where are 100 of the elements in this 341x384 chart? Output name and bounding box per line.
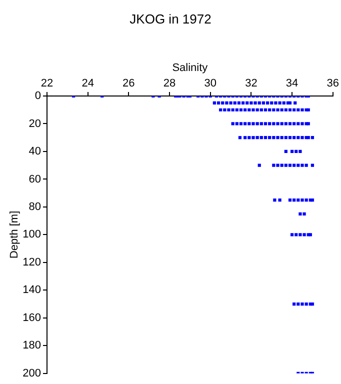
x-tick-label: 24 [82,77,94,90]
y-tick-label: 40 [28,146,41,158]
y-tick-label: 80 [28,200,41,213]
point [254,101,257,104]
point [290,150,294,154]
point [250,101,253,104]
point [260,136,263,140]
point [288,122,292,126]
point [252,136,255,140]
point [300,108,304,112]
point [235,122,238,126]
y-tick-label: 200 [22,367,41,380]
point [280,122,284,126]
y-tick-label: 160 [22,312,41,324]
point [256,122,259,126]
point [244,108,247,112]
point [276,136,280,140]
point [237,101,241,104]
point [280,108,284,112]
x-tick-label: 34 [286,77,298,90]
point [221,101,224,104]
point [284,108,288,112]
point [278,101,282,104]
point [300,164,304,167]
y-tick-label: 180 [22,340,41,352]
point [292,164,296,167]
point [246,101,249,104]
point [304,302,308,306]
point [268,122,272,126]
point [298,150,302,154]
x-tick-label: 30 [204,77,216,90]
point [239,122,243,126]
point [292,198,296,202]
point [219,108,222,112]
point [260,122,263,126]
point [288,164,292,167]
point [264,108,268,112]
point [310,164,314,167]
point [304,164,308,167]
point [252,122,255,126]
point [225,101,228,104]
point [302,212,306,216]
point [264,122,268,126]
point [300,136,304,140]
x-tick-label: 26 [122,77,135,90]
x-tick-label: 22 [40,77,54,90]
point [288,108,292,112]
point [300,302,304,306]
point [223,108,226,112]
point [298,212,302,216]
point [239,108,243,112]
x-tick-label: 28 [163,77,176,90]
point [212,101,216,104]
point [227,108,230,112]
point [278,198,282,202]
point [229,101,232,104]
point [272,136,276,140]
chart-title: JKOG in 1972 [130,11,212,26]
point [238,136,242,140]
point [235,108,238,112]
point [248,122,251,126]
point [300,122,304,126]
point [260,108,263,112]
point [290,233,294,236]
point [248,136,251,140]
point [258,164,261,167]
point [310,198,314,202]
point [233,101,236,104]
point [292,122,296,126]
point [284,150,288,154]
point [272,108,276,112]
point [296,302,300,306]
point [280,136,284,140]
point [310,302,314,306]
x-tick-label: 32 [245,77,258,90]
point [252,108,255,112]
point [244,136,247,140]
point [264,136,268,140]
y-tick-label: 20 [28,118,41,130]
point [288,136,292,140]
y-axis-title: Depth [m] [8,210,21,259]
y-tick-label: 60 [28,173,41,186]
point [284,136,288,140]
point [273,198,276,202]
point [302,233,306,236]
point [296,108,300,112]
y-tick-label: 100 [22,228,41,241]
point [276,122,280,126]
point [270,101,274,104]
point [292,136,296,140]
point [256,108,259,112]
point [272,122,276,126]
point [276,108,280,112]
x-axis-title: Salinity [172,62,208,74]
point [288,198,292,202]
x-tick-label: 36 [326,77,340,90]
point [268,108,272,112]
point [292,108,296,112]
point [231,108,234,112]
point [262,101,266,104]
